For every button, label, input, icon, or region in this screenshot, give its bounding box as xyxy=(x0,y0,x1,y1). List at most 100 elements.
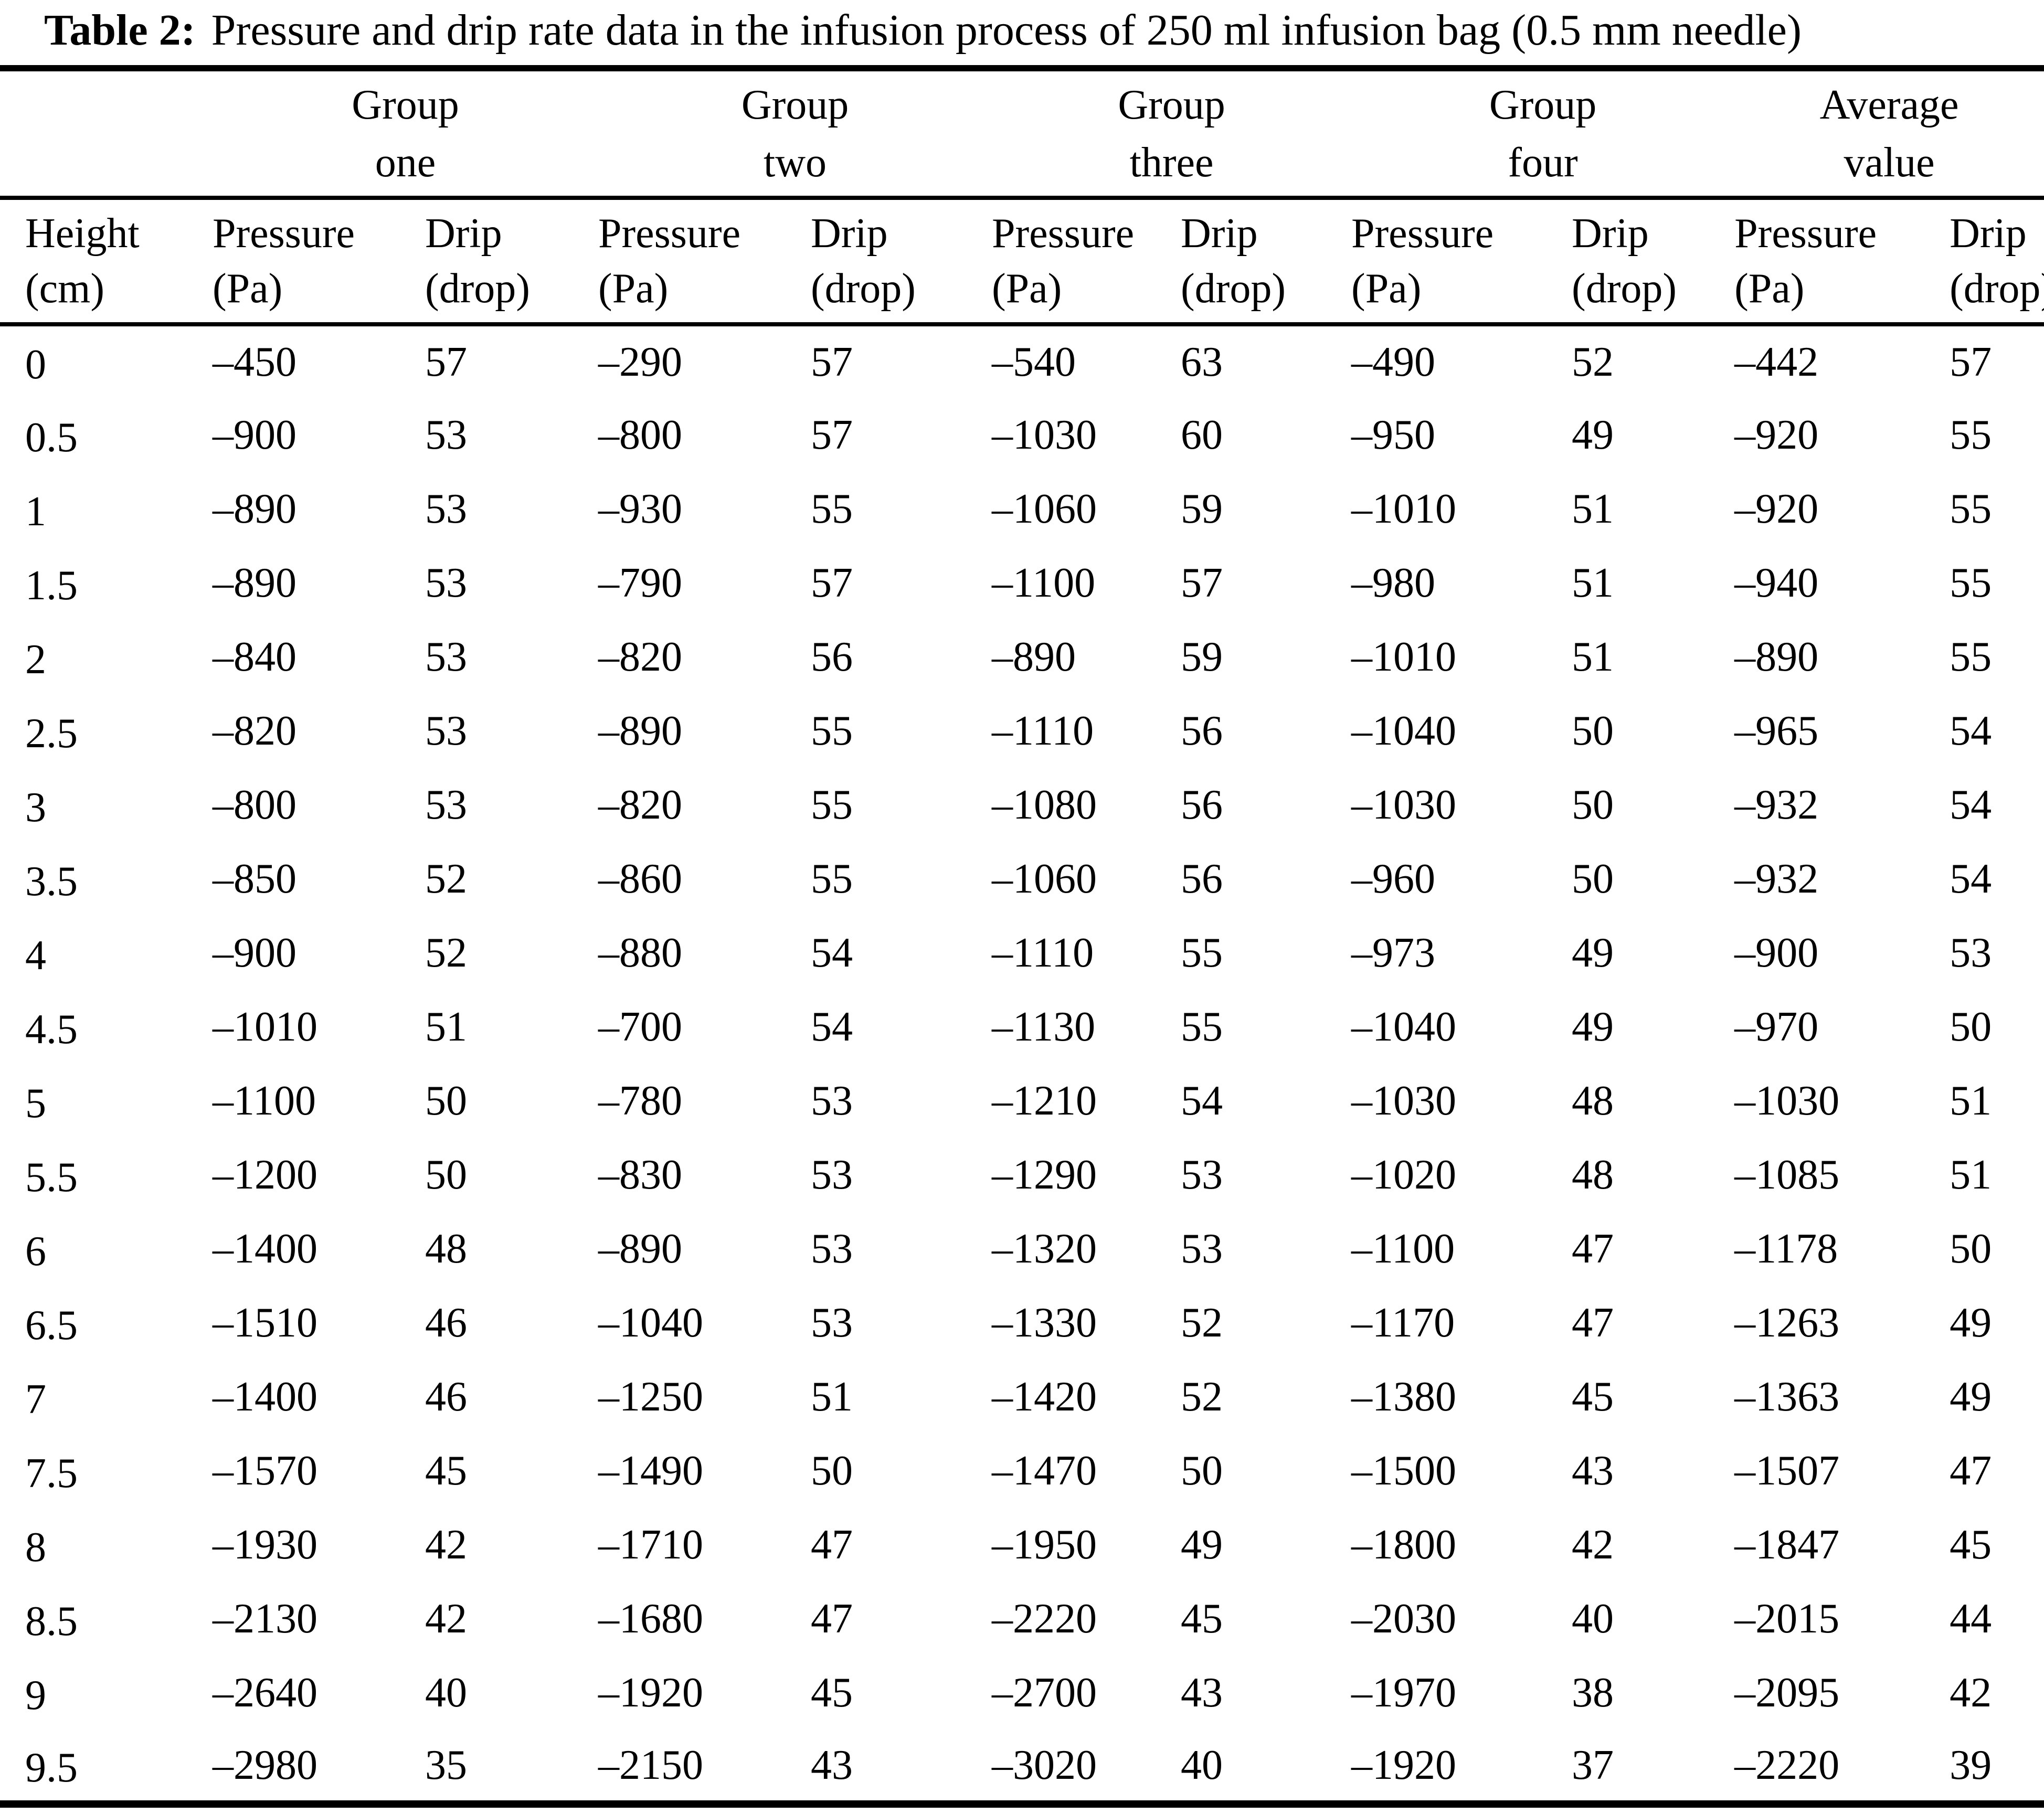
pressure-g3-cell: –3020 xyxy=(992,1742,1097,1788)
drip-average-cell: 49 xyxy=(1950,1374,1992,1420)
drip-g4-cell: 45 xyxy=(1572,1374,1614,1420)
drip-average-cell: 57 xyxy=(1950,339,1992,385)
drip-average-cell: 50 xyxy=(1950,1004,1992,1050)
table-caption-text: Pressure and drip rate data in the infus… xyxy=(211,6,1802,55)
column-header-drip-g3: Drip (drop) xyxy=(1181,198,1352,326)
pressure-g1-cell: –1100 xyxy=(213,1078,316,1124)
drip-g2-cell: 45 xyxy=(811,1670,853,1716)
pressure-g1-cell: –450 xyxy=(213,339,296,385)
pressure-g2-cell: –1680 xyxy=(598,1596,704,1642)
pressure-average-cell: –932 xyxy=(1734,856,1819,902)
pressure-g1-cell: –1510 xyxy=(213,1300,317,1346)
drip-average-cell: 53 xyxy=(1950,930,1992,976)
drip-g1-cell: 53 xyxy=(425,486,467,532)
pressure-g2-cell: –860 xyxy=(598,856,683,902)
pressure-g3-cell: –890 xyxy=(992,634,1076,680)
pressure-g4-cell: –1920 xyxy=(1351,1742,1457,1788)
drip-g4-cell: 49 xyxy=(1572,412,1614,458)
pressure-g1-cell: –840 xyxy=(213,634,296,680)
pressure-label: Pressure xyxy=(213,210,355,257)
drip-g1-cell: 53 xyxy=(425,560,467,606)
column-header-drip-g4: Drip (drop) xyxy=(1572,198,1735,326)
height-cell: 3.5 xyxy=(25,858,78,905)
height-cell: 8.5 xyxy=(25,1598,78,1645)
table-row: 2 –840 53 –820 56 –890 59 –1010 51 –890 55 xyxy=(0,620,2044,694)
drip-g2-cell: 57 xyxy=(811,339,853,385)
pressure-g3-cell: –1130 xyxy=(992,1004,1096,1050)
pressure-g1-cell: –850 xyxy=(213,856,296,902)
pressure-g1-cell: –900 xyxy=(213,412,296,458)
pressure-g2-cell: –800 xyxy=(598,412,683,458)
drip-g2-cell: 57 xyxy=(811,412,853,458)
height-cell: 6 xyxy=(25,1228,46,1275)
drip-g1-cell: 53 xyxy=(425,412,467,458)
drip-g3-cell: 56 xyxy=(1181,782,1223,828)
pressure-average-cell: –2220 xyxy=(1734,1742,1840,1788)
drip-g1-cell: 42 xyxy=(425,1522,467,1568)
pressure-g2-cell: –930 xyxy=(598,486,683,532)
pressure-g2-cell: –890 xyxy=(598,708,683,754)
pressure-g3-cell: –1420 xyxy=(992,1374,1097,1420)
pressure-g3-cell: –1330 xyxy=(992,1300,1097,1346)
drip-unit: (drop) xyxy=(1572,265,1677,312)
pressure-g2-cell: –700 xyxy=(598,1004,683,1050)
drip-g3-cell: 59 xyxy=(1181,486,1223,532)
drip-g2-cell: 57 xyxy=(811,560,853,606)
group-header-three-line2: three xyxy=(1129,139,1214,186)
pressure-average-cell: –1363 xyxy=(1734,1374,1840,1420)
drip-average-cell: 51 xyxy=(1950,1078,1992,1124)
group-header-four: Group four xyxy=(1351,68,1735,200)
table-row: 6.5 –1510 46 –1040 53 –1330 52 –1170 47 –1263 49 xyxy=(0,1286,2044,1360)
pressure-g4-cell: –1030 xyxy=(1351,1078,1457,1124)
table-row: 5 –1100 50 –780 53 –1210 54 –1030 48 –1030 51 xyxy=(0,1064,2044,1138)
drip-g3-cell: 59 xyxy=(1181,634,1223,680)
drip-g2-cell: 50 xyxy=(811,1448,853,1494)
pressure-g2-cell: –1920 xyxy=(598,1670,704,1716)
drip-g3-cell: 53 xyxy=(1181,1226,1223,1272)
drip-g2-cell: 55 xyxy=(811,856,853,902)
group-header-one-line1: Group xyxy=(352,81,459,128)
pressure-g3-cell: –1110 xyxy=(992,930,1094,976)
drip-average-cell: 51 xyxy=(1950,1152,1992,1198)
pressure-label: Pressure xyxy=(598,210,741,257)
column-header-pressure-average: Pressure (Pa) xyxy=(1734,198,1950,326)
drip-g4-cell: 51 xyxy=(1572,486,1614,532)
drip-unit: (drop) xyxy=(425,265,530,312)
drip-g4-cell: 38 xyxy=(1572,1670,1614,1716)
drip-g3-cell: 60 xyxy=(1181,412,1223,458)
pressure-label: Pressure xyxy=(1734,210,1877,257)
pressure-g3-cell: –1290 xyxy=(992,1152,1097,1198)
pressure-g2-cell: –1040 xyxy=(598,1300,704,1346)
height-cell: 7.5 xyxy=(25,1450,78,1497)
pressure-g4-cell: –490 xyxy=(1351,339,1436,385)
drip-g3-cell: 50 xyxy=(1181,1448,1223,1494)
pressure-average-cell: –1030 xyxy=(1734,1078,1840,1124)
pressure-g2-cell: –290 xyxy=(598,339,683,385)
group-header-spacer xyxy=(0,68,213,200)
drip-average-cell: 54 xyxy=(1950,856,1992,902)
pressure-unit: (Pa) xyxy=(1734,265,1805,312)
height-cell: 4.5 xyxy=(25,1006,78,1053)
pressure-g4-cell: –1040 xyxy=(1351,708,1457,754)
drip-g4-cell: 50 xyxy=(1572,856,1614,902)
pressure-g1-cell: –800 xyxy=(213,782,296,828)
drip-g1-cell: 51 xyxy=(425,1004,467,1050)
drip-g4-cell: 52 xyxy=(1572,339,1614,385)
drip-g1-cell: 53 xyxy=(425,634,467,680)
drip-g4-cell: 43 xyxy=(1572,1448,1614,1494)
column-header-pressure-g3: Pressure (Pa) xyxy=(992,198,1181,326)
drip-average-cell: 54 xyxy=(1950,708,1992,754)
drip-average-cell: 42 xyxy=(1950,1670,1992,1716)
drip-g4-cell: 42 xyxy=(1572,1522,1614,1568)
drip-average-cell: 55 xyxy=(1950,486,1992,532)
drip-g4-cell: 37 xyxy=(1572,1742,1614,1788)
group-header-average-line1: Average xyxy=(1819,81,1959,128)
drip-g2-cell: 53 xyxy=(811,1300,853,1346)
pressure-g2-cell: –790 xyxy=(598,560,683,606)
pressure-g2-cell: –820 xyxy=(598,782,683,828)
pressure-average-cell: –920 xyxy=(1734,412,1819,458)
table-row: 6 –1400 48 –890 53 –1320 53 –1100 47 –1178 50 xyxy=(0,1212,2044,1286)
group-header-two-line2: two xyxy=(764,139,827,186)
drip-g1-cell: 45 xyxy=(425,1448,467,1494)
column-header-drip-g2: Drip (drop) xyxy=(811,198,992,326)
